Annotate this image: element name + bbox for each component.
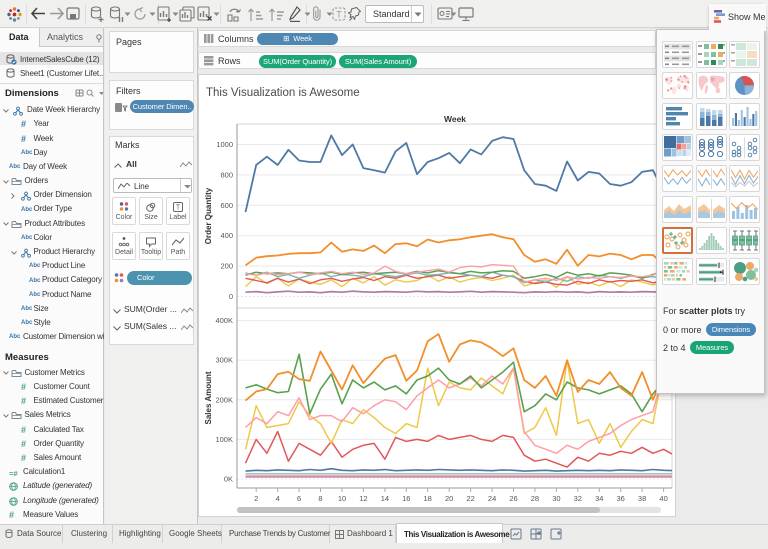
- svg-text:28: 28: [531, 494, 539, 503]
- svg-text:400: 400: [220, 231, 233, 240]
- svg-text:400K: 400K: [215, 316, 233, 325]
- svg-text:12: 12: [359, 494, 367, 503]
- svg-text:32: 32: [574, 494, 582, 503]
- svg-text:22: 22: [466, 494, 474, 503]
- svg-text:0K: 0K: [224, 475, 233, 484]
- svg-text:18: 18: [424, 494, 432, 503]
- svg-text:100K: 100K: [215, 435, 233, 444]
- svg-text:200: 200: [220, 262, 233, 271]
- svg-text:T: T: [176, 205, 181, 212]
- svg-text:14: 14: [381, 494, 389, 503]
- svg-text:800: 800: [220, 170, 233, 179]
- svg-text:40: 40: [659, 494, 667, 503]
- svg-text:Order Quantity: Order Quantity: [204, 187, 213, 244]
- svg-text:8: 8: [318, 494, 322, 503]
- svg-text:1000: 1000: [216, 140, 233, 149]
- svg-text:300K: 300K: [215, 356, 233, 365]
- svg-text:200K: 200K: [215, 395, 233, 404]
- svg-text:34: 34: [595, 494, 603, 503]
- svg-text:16: 16: [402, 494, 410, 503]
- svg-text:30: 30: [552, 494, 560, 503]
- svg-text:10: 10: [338, 494, 346, 503]
- svg-text:26: 26: [509, 494, 517, 503]
- svg-text:20: 20: [445, 494, 453, 503]
- svg-text:600: 600: [220, 201, 233, 210]
- svg-text:Sales Amount: Sales Amount: [204, 371, 213, 424]
- svg-text:T: T: [336, 10, 342, 20]
- svg-text:2: 2: [254, 494, 258, 503]
- svg-text:6: 6: [297, 494, 301, 503]
- svg-text:4: 4: [276, 494, 280, 503]
- svg-text:0: 0: [229, 292, 233, 301]
- svg-text:Week: Week: [444, 114, 466, 124]
- svg-text:36: 36: [617, 494, 625, 503]
- svg-text:24: 24: [488, 494, 496, 503]
- svg-text:38: 38: [638, 494, 646, 503]
